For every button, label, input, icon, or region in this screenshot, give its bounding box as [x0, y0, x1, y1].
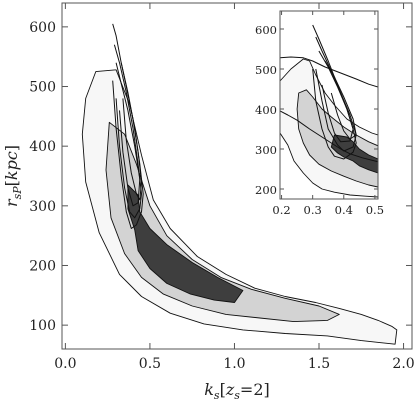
- main-y-tick-label: 400: [29, 139, 56, 155]
- main-x-tick-label: 2.0: [392, 356, 414, 372]
- main-y-tick-label: 100: [29, 318, 56, 334]
- inset-x-tick-label: 0.5: [366, 203, 384, 217]
- main-contour-layer: [81, 23, 398, 345]
- inset-axis-ticks: 0.2 0.3 0.4 0.5 200 300 400 500 600: [255, 11, 384, 217]
- inset-x-tick-label: 0.3: [304, 203, 322, 217]
- inset-y-tick-label: 200: [255, 183, 277, 197]
- inset-y-tick-label: 600: [255, 23, 277, 37]
- inset-contour-layer: [280, 24, 378, 198]
- main-line-contour-3: [115, 62, 141, 207]
- inset-line-contour-6: [324, 60, 357, 140]
- main-filled-contour-inner: [127, 184, 244, 303]
- main-y-tick-label: 300: [29, 199, 56, 215]
- inset-plot-frame: [279, 10, 379, 200]
- inset-line-contour-2: [280, 110, 378, 163]
- main-y-tick-label: 600: [29, 20, 56, 36]
- main-x-tick-label: 1.5: [308, 356, 330, 372]
- inset-y-tick-label: 500: [255, 63, 277, 77]
- main-plot-frame: [61, 2, 413, 350]
- inset-x-tick-label: 0.2: [272, 203, 290, 217]
- x-axis-label: ks[zs=2]: [204, 380, 270, 402]
- inset-y-tick-label: 300: [255, 143, 277, 157]
- main-x-tick-label: 1.0: [223, 356, 245, 372]
- y-axis-label: rsP[kpc]: [2, 145, 24, 207]
- main-y-tick-label: 500: [29, 80, 56, 96]
- main-line-contour-2: [113, 44, 142, 219]
- inset-y-tick-label: 400: [255, 103, 277, 117]
- main-x-tick-label: 0.5: [139, 356, 161, 372]
- inset-x-tick-label: 0.4: [335, 203, 353, 217]
- inset-line-contour-3: [312, 24, 357, 160]
- main-line-contour-4: [120, 62, 142, 201]
- inset-line-contour-4: [315, 36, 357, 152]
- main-x-tick-label: 0.0: [54, 356, 76, 372]
- main-axis-ticks: 0.0 0.5 1.0 1.5 2.0 100 200 300 400 500 600: [29, 3, 415, 372]
- main-y-tick-label: 200: [29, 258, 56, 274]
- inset-line-contour-5: [318, 50, 354, 143]
- inset-line-contour-1: [280, 56, 378, 88]
